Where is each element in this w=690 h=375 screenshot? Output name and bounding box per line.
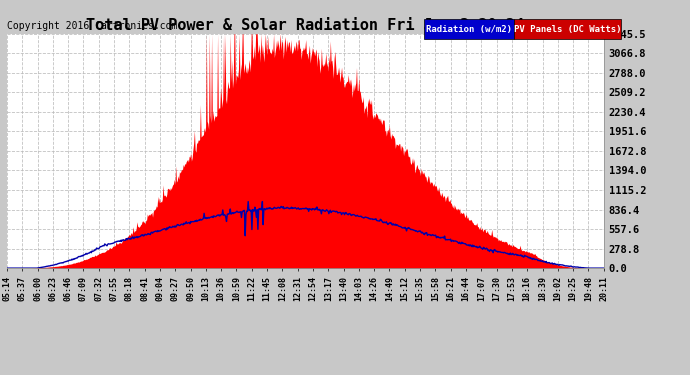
Text: Copyright 2016 Cartronics.com: Copyright 2016 Cartronics.com xyxy=(7,21,177,32)
Title: Total PV Power & Solar Radiation Fri Jun 3 20:24: Total PV Power & Solar Radiation Fri Jun… xyxy=(86,18,524,33)
Text: Radiation (w/m2): Radiation (w/m2) xyxy=(426,25,512,34)
Text: PV Panels (DC Watts): PV Panels (DC Watts) xyxy=(514,25,621,34)
